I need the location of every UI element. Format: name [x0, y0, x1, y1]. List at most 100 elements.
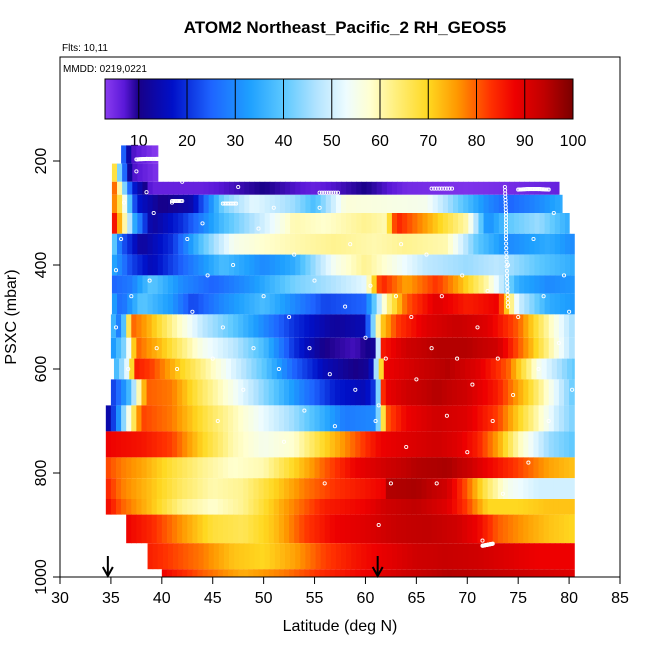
- heatmap-cell: [508, 514, 514, 544]
- heatmap-cell: [198, 233, 205, 255]
- heatmap-cell: [565, 254, 571, 276]
- heatmap-cell: [225, 358, 232, 380]
- heatmap-cell: [380, 569, 387, 577]
- heatmap-cell: [290, 233, 296, 255]
- heatmap-cell: [452, 431, 458, 458]
- heatmap-cell: [397, 181, 403, 195]
- heatmap-cell: [156, 337, 163, 359]
- heatmap-cell: [111, 254, 118, 276]
- heatmap-cell: [273, 314, 280, 338]
- heatmap-cell: [503, 181, 510, 195]
- heatmap-cell: [248, 514, 255, 544]
- heatmap-cell: [320, 181, 327, 195]
- heatmap-cell: [258, 405, 265, 432]
- heatmap-cell: [365, 314, 372, 338]
- heatmap-cell: [144, 358, 151, 380]
- heatmap-cell: [299, 379, 305, 406]
- heatmap-cell: [351, 233, 357, 255]
- heatmap-cell: [497, 314, 504, 338]
- heatmap-cell: [222, 405, 229, 432]
- heatmap-cell: [538, 431, 545, 458]
- heatmap-cell: [421, 337, 428, 359]
- heatmap-cell: [543, 431, 550, 458]
- heatmap-cell: [386, 254, 393, 276]
- heatmap-cell: [177, 478, 183, 499]
- heatmap-cell: [467, 569, 473, 577]
- heatmap-cell: [528, 431, 535, 458]
- heatmap-cell: [222, 431, 229, 458]
- heatmap-cell: [570, 254, 575, 276]
- heatmap-cell: [518, 478, 524, 499]
- heatmap-cell: [193, 181, 200, 195]
- heatmap-cell: [493, 181, 500, 195]
- heatmap-cell: [477, 379, 484, 406]
- heatmap-cell: [197, 499, 204, 515]
- heatmap-cell: [396, 478, 402, 499]
- heatmap-cell: [523, 379, 529, 406]
- colorbar-ticks: 10 20 30 40 50 60 70 80 90 100: [130, 79, 586, 150]
- heatmap-cell: [498, 233, 505, 255]
- heatmap-cell: [173, 213, 179, 234]
- heatmap-cell: [110, 405, 117, 432]
- heatmap-cell: [534, 194, 541, 213]
- heatmap-cell: [244, 254, 250, 276]
- heatmap-cell: [295, 194, 301, 213]
- heatmap-cell: [166, 379, 173, 406]
- heatmap-cell: [208, 213, 215, 234]
- heatmap-cell: [458, 181, 464, 195]
- heatmap-cell: [543, 405, 550, 432]
- heatmap-cell: [533, 431, 540, 458]
- heatmap-cell: [366, 543, 373, 570]
- heatmap-cell: [279, 233, 286, 255]
- heatmap-cell: [218, 293, 225, 315]
- heatmap-cell: [126, 499, 132, 515]
- heatmap-cell: [172, 569, 178, 577]
- heatmap-cell: [381, 543, 388, 570]
- heatmap-cell: [203, 213, 210, 234]
- heatmap-cell: [315, 543, 322, 570]
- heatmap-cell: [294, 314, 300, 338]
- heatmap-cell: [341, 194, 347, 213]
- heatmap-cell: [309, 514, 316, 544]
- observation-point: [180, 198, 185, 204]
- heatmap-cell: [482, 569, 489, 577]
- heatmap-cell: [463, 293, 469, 315]
- heatmap-cell: [519, 213, 525, 234]
- heatmap-cell: [152, 163, 159, 182]
- heatmap-cell: [289, 379, 295, 406]
- heatmap-cell: [300, 543, 306, 570]
- heatmap-cell: [305, 293, 312, 315]
- heatmap-cell: [341, 213, 347, 234]
- heatmap-cell: [285, 543, 291, 570]
- heatmap-cell: [396, 431, 402, 458]
- observation-point: [526, 460, 531, 465]
- heatmap-cell: [290, 543, 296, 570]
- heatmap-cell: [234, 293, 240, 315]
- heatmap-cell: [105, 478, 112, 499]
- heatmap-cell: [544, 194, 551, 213]
- heatmap-cell: [351, 181, 357, 195]
- heatmap-cell: [340, 499, 346, 515]
- heatmap-cell: [162, 254, 169, 276]
- observation-point: [322, 190, 327, 195]
- heatmap-cell: [325, 194, 332, 213]
- heatmap-cell: [180, 358, 186, 380]
- heatmap-cell: [427, 233, 434, 255]
- heatmap-cell: [524, 543, 530, 570]
- heatmap-cell: [385, 569, 392, 577]
- heatmap-cell: [141, 379, 148, 406]
- heatmap-cell: [424, 358, 431, 380]
- heatmap-cell: [412, 543, 418, 570]
- heatmap-cell: [439, 358, 446, 380]
- heatmap-cell: [478, 194, 485, 213]
- heatmap-cell: [127, 181, 133, 195]
- heatmap-cell: [325, 543, 332, 570]
- heatmap-cell: [427, 543, 434, 570]
- heatmap-cell: [161, 431, 168, 458]
- heatmap-cell: [259, 543, 266, 570]
- heatmap-cell: [290, 275, 296, 294]
- heatmap-cell: [213, 293, 220, 315]
- heatmap-cell: [198, 254, 205, 276]
- heatmap-cell: [441, 431, 448, 458]
- heatmap-cell: [217, 569, 224, 577]
